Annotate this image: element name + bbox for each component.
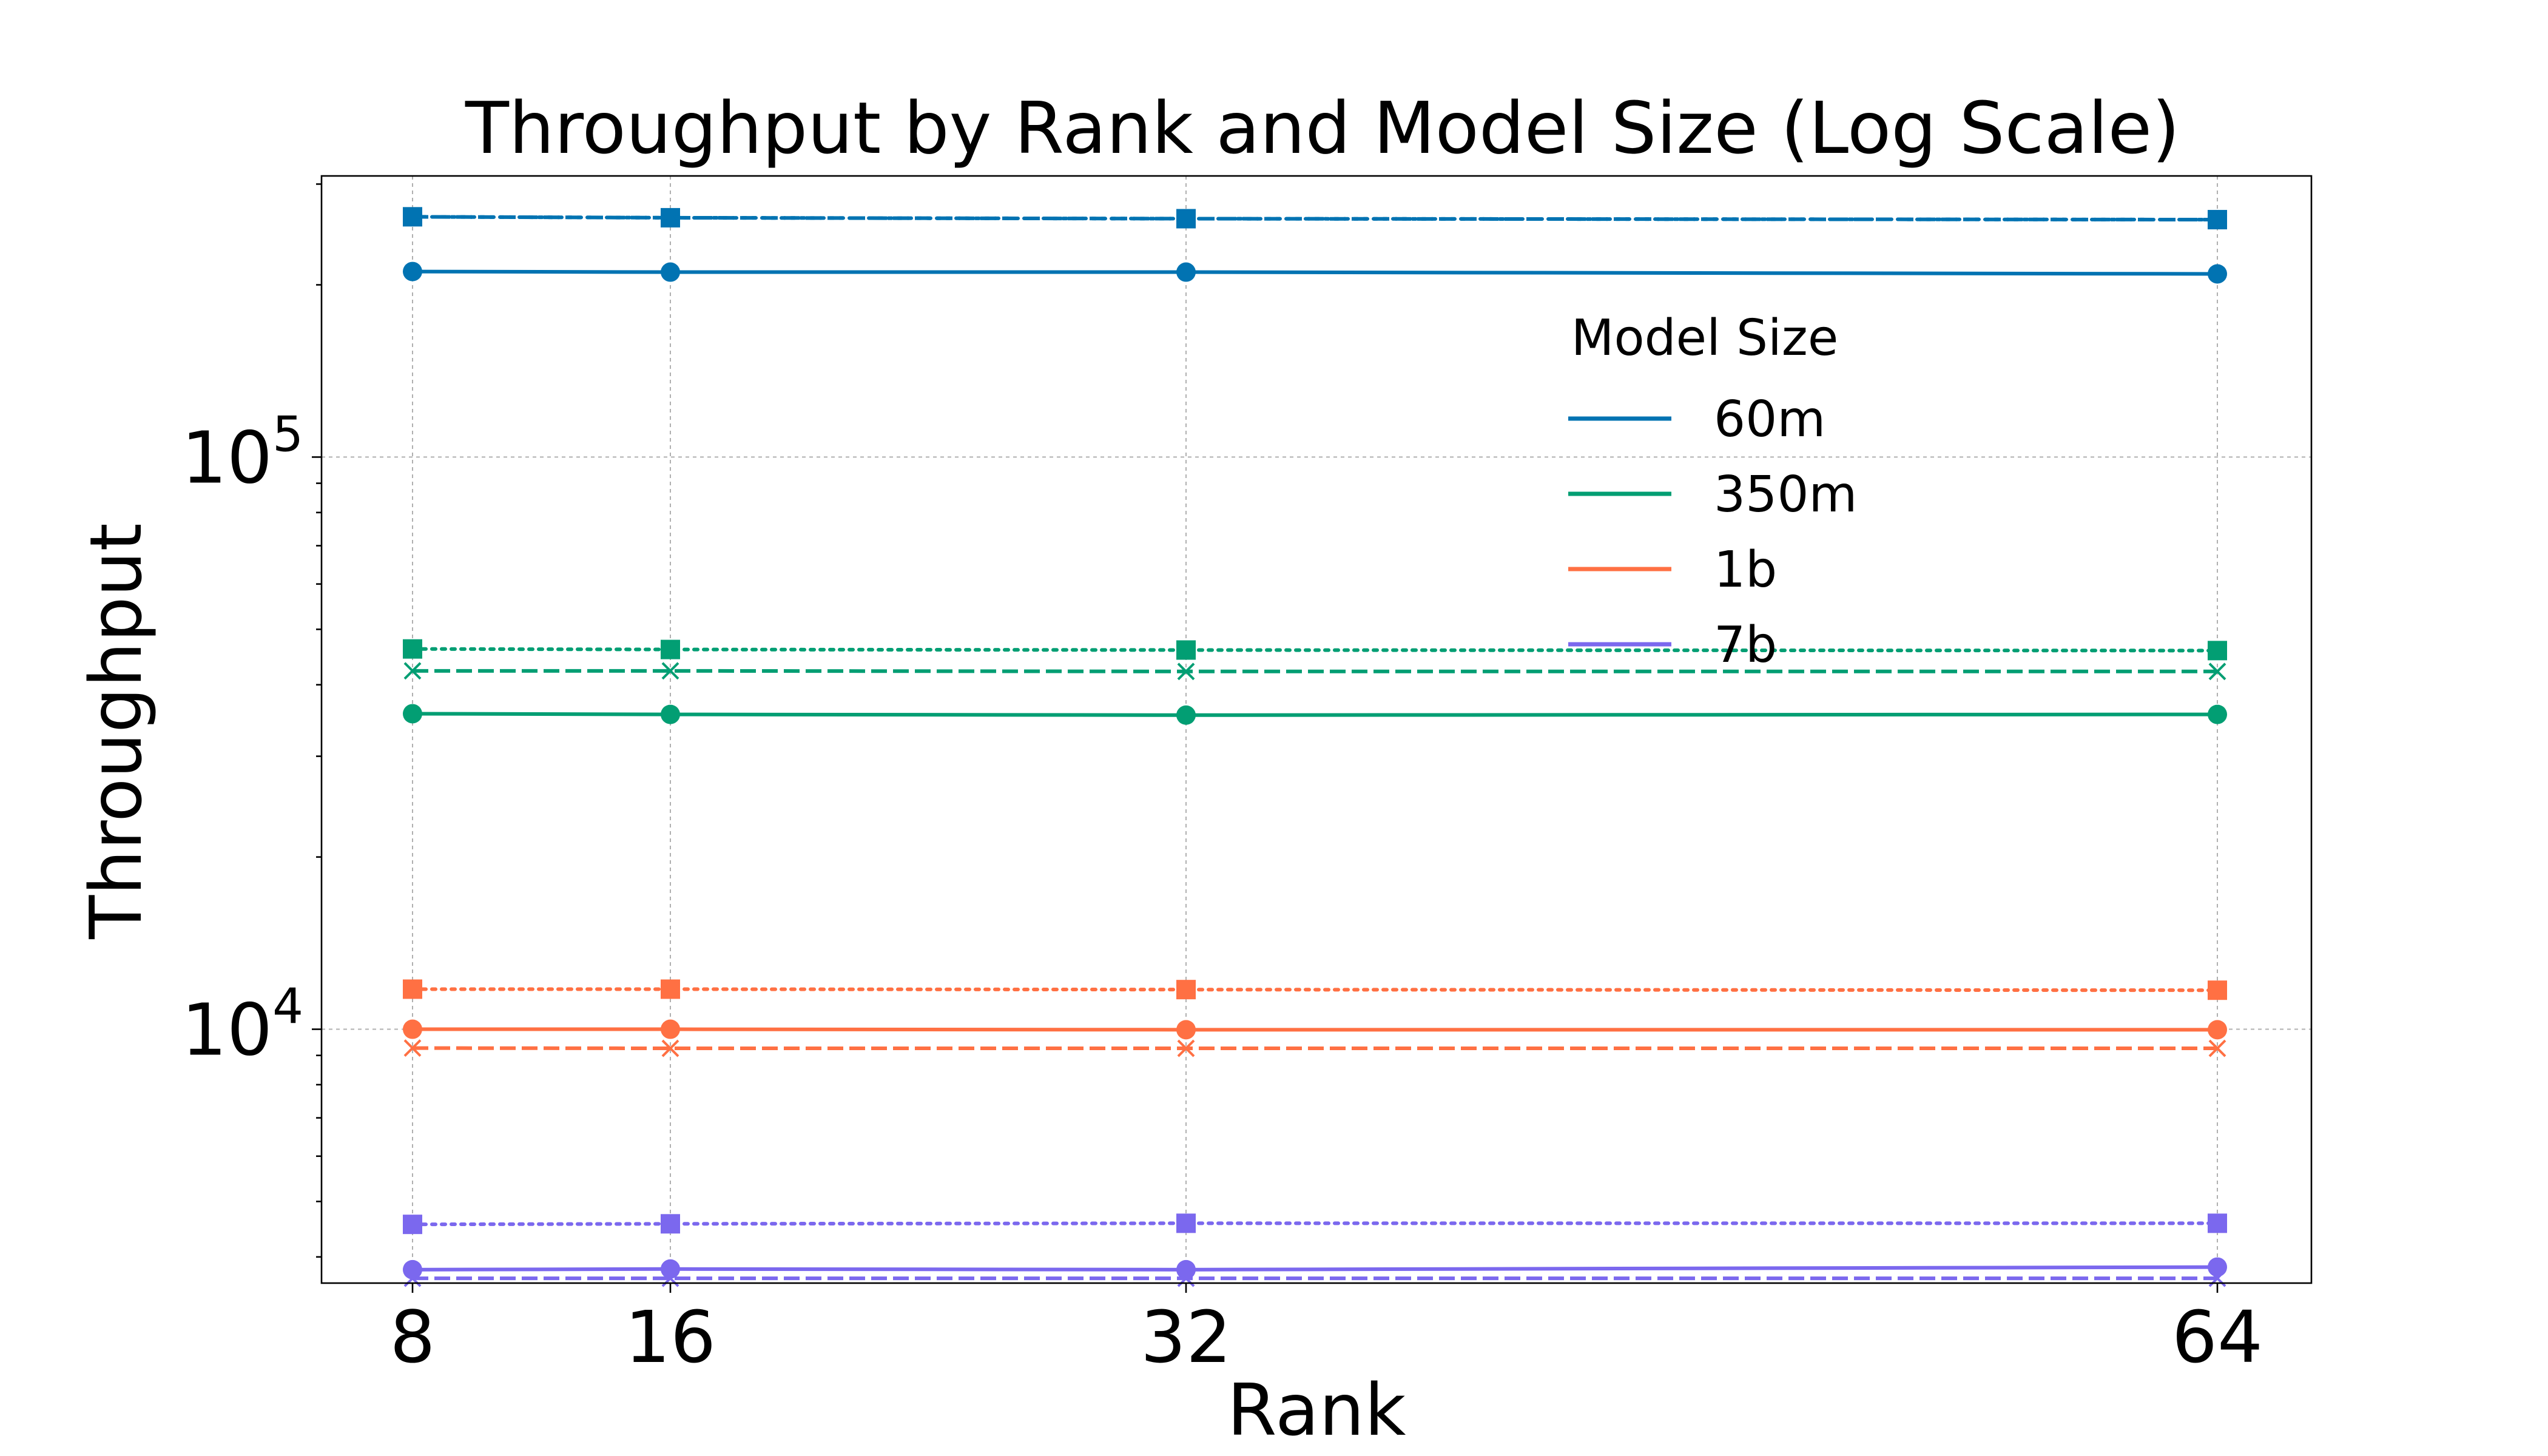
data-point-circle [1176, 262, 1196, 282]
data-point-circle [2208, 1020, 2227, 1040]
data-point-x [2208, 1039, 2226, 1057]
legend-label: 350m [1714, 466, 1857, 524]
series-group-60m [403, 207, 2227, 284]
series-line-60m-solid [412, 269, 2218, 276]
data-point-circle [403, 261, 422, 281]
x-tick-label: 16 [625, 1295, 716, 1379]
data-point-circle [2208, 264, 2227, 284]
data-point-square [403, 639, 422, 659]
data-point-circle [403, 1019, 422, 1039]
series-line-7b-solid [412, 1265, 2218, 1272]
grid [322, 176, 2311, 1283]
data-point-x [403, 207, 422, 226]
legend-entries: 60m 350m 1b 7b [1568, 391, 1857, 674]
data-point-square [2208, 641, 2227, 661]
data-point-x [403, 1039, 422, 1057]
data-point-square [403, 1215, 422, 1235]
legend-entry-7b: 7b [1568, 616, 1777, 674]
x-tick-label: 8 [389, 1295, 435, 1379]
data-point-x [1177, 210, 1195, 228]
legend-entry-1b: 1b [1568, 541, 1777, 599]
data-point-square [661, 639, 680, 659]
legend-label: 1b [1714, 541, 1777, 599]
y-axis-ticks: 104 105 [181, 183, 322, 1258]
data-point-circle [2208, 1257, 2227, 1277]
series-group-350m [403, 639, 2227, 725]
data-point-x [2208, 211, 2226, 229]
data-point-square [661, 979, 680, 999]
data-point-x [1177, 1039, 1195, 1057]
series-group-1b [403, 979, 2227, 1057]
data-point-circle [1176, 1259, 1196, 1279]
x-axis-ticks: 8 16 32 64 [389, 1283, 2263, 1379]
legend-entry-60m: 60m [1568, 391, 1825, 448]
series-line-60m-dashed [412, 215, 2218, 222]
series-lines [403, 207, 2227, 1287]
data-point-square [2208, 1213, 2227, 1233]
legend-label: 7b [1714, 616, 1777, 674]
data-point-circle [661, 1259, 680, 1279]
data-point-circle [403, 1259, 422, 1279]
data-point-circle [1176, 1020, 1196, 1040]
series-line-1b-dotted [411, 987, 2219, 993]
data-point-circle [2208, 704, 2227, 724]
legend: Model Size 60m 350m 1b 7b [1568, 309, 1857, 674]
x-tick-label: 32 [1141, 1295, 1232, 1379]
data-point-square [661, 1214, 680, 1234]
legend-entry-350m: 350m [1568, 466, 1857, 524]
data-point-square [1176, 980, 1196, 1000]
series-line-7b-dotted [411, 1221, 2219, 1227]
series-line-350m-dotted [411, 647, 2219, 653]
data-point-x [661, 209, 679, 227]
data-point-circle [661, 704, 680, 724]
y-tick-label: 104 [181, 979, 303, 1072]
data-point-square [403, 979, 422, 999]
data-point-square [1176, 1213, 1196, 1233]
x-tick-label: 64 [2172, 1295, 2263, 1379]
data-point-x [403, 662, 422, 680]
data-point-x [661, 1039, 679, 1057]
data-point-square [2208, 980, 2227, 1000]
series-line-350m-solid [412, 712, 2218, 717]
data-point-x [1177, 662, 1195, 681]
data-point-circle [661, 1019, 680, 1039]
data-point-circle [661, 262, 680, 282]
series-line-350m-dashed [413, 669, 2217, 673]
legend-title: Model Size [1571, 309, 1839, 367]
series-group-7b [403, 1213, 2227, 1287]
legend-label: 60m [1714, 391, 1825, 448]
data-point-x [661, 662, 679, 680]
data-point-circle [1176, 705, 1196, 725]
chart-title: Throughput by Rank and Model Size (Log S… [465, 86, 2180, 170]
y-axis-label: Throughput [74, 523, 158, 939]
x-axis-label: Rank [1227, 1368, 1406, 1452]
y-tick-label: 105 [181, 406, 303, 499]
plot-area-frame [320, 175, 2313, 1284]
data-point-x [2208, 662, 2226, 681]
data-point-circle [403, 704, 422, 724]
data-point-square [1176, 640, 1196, 660]
